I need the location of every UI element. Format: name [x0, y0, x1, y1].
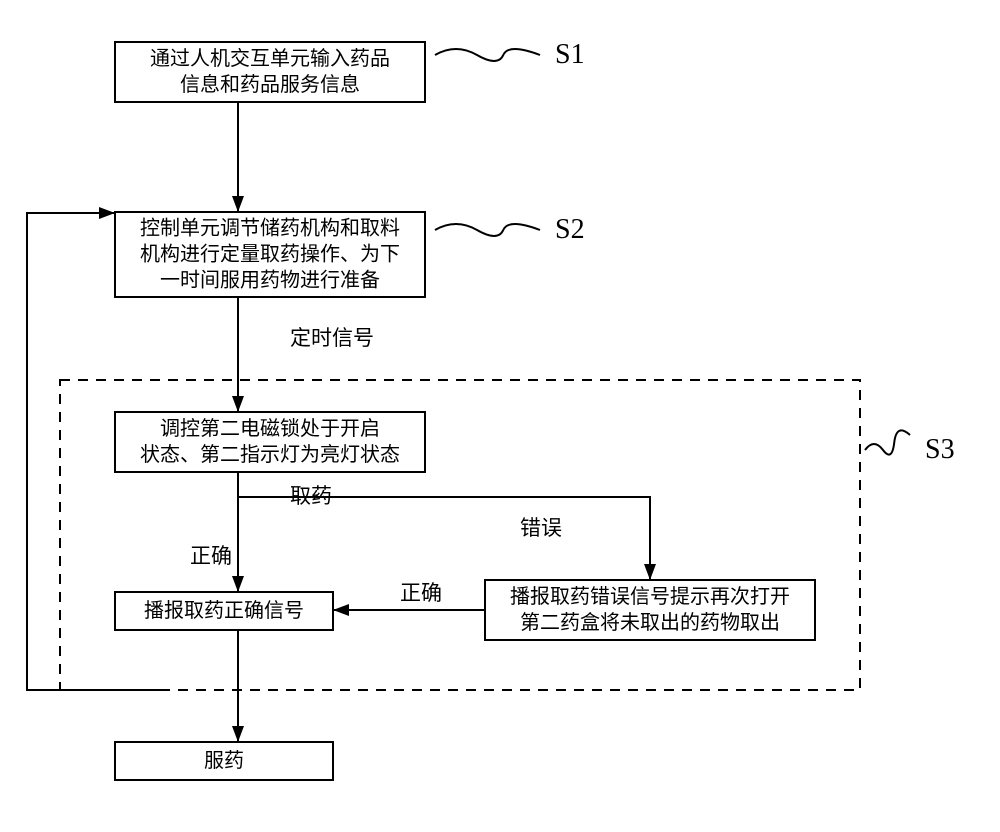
box-b5: 播报取药错误信号提示再次打开第二药盒将未取出的药物取出 [485, 580, 815, 640]
label-edge_take: 取药 [290, 484, 332, 508]
label-edge_correct_v: 正确 [190, 544, 232, 568]
squiggle-s3 [865, 430, 910, 454]
label-edge_timer: 定时信号 [290, 326, 374, 350]
step-label-s3: S3 [925, 434, 955, 465]
box-b5-line-0: 播报取药错误信号提示再次打开 [510, 585, 790, 608]
label-edge_error: 错误 [520, 516, 562, 540]
squiggle-s2 [435, 224, 540, 236]
box-b2-line-2: 一时间服用药物进行准备 [160, 269, 380, 292]
box-b6: 服药 [115, 742, 333, 780]
box-b1: 通过人机交互单元输入药品信息和药品服务信息 [115, 42, 425, 102]
box-b1-line-0: 通过人机交互单元输入药品 [150, 47, 390, 70]
box-b3-line-1: 状态、第二指示灯为亮灯状态 [140, 443, 400, 466]
box-b3: 调控第二电磁锁处于开启状态、第二指示灯为亮灯状态 [115, 412, 425, 472]
box-b4: 播报取药正确信号 [115, 592, 333, 630]
arrow-a5 [238, 497, 650, 580]
label-edge_correct_h: 正确 [400, 581, 442, 605]
box-b2-line-0: 控制单元调节储药机构和取料 [140, 217, 400, 240]
box-b6-line-0: 服药 [204, 749, 244, 772]
box-b2: 控制单元调节储药机构和取料机构进行定量取药操作、为下一时间服用药物进行准备 [115, 212, 425, 297]
step-label-s2: S2 [555, 214, 585, 245]
squiggle-s1 [435, 49, 540, 61]
box-b3-line-0: 调控第二电磁锁处于开启 [160, 417, 380, 440]
box-b2-line-1: 机构进行定量取药操作、为下 [140, 243, 400, 266]
box-b5-line-1: 第二药盒将未取出的药物取出 [520, 611, 780, 634]
box-b1-line-1: 信息和药品服务信息 [180, 73, 360, 96]
step-label-s1: S1 [555, 39, 585, 70]
box-b4-line-0: 播报取药正确信号 [144, 599, 304, 622]
